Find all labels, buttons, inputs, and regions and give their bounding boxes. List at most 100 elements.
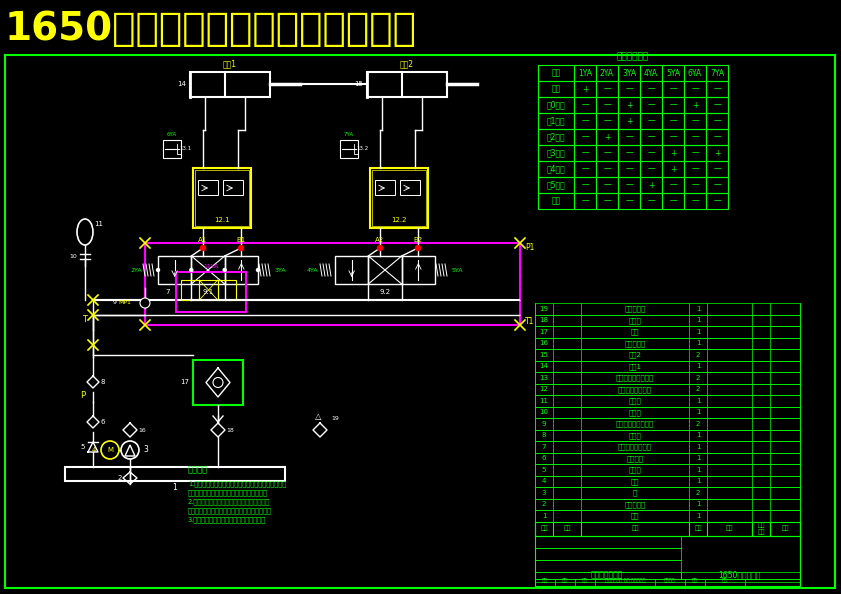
- Ellipse shape: [77, 219, 93, 245]
- Text: 油筒: 油筒: [631, 513, 639, 519]
- Text: MP1: MP1: [119, 301, 131, 305]
- Text: 7: 7: [166, 289, 170, 295]
- Text: 数量: 数量: [692, 578, 698, 583]
- Bar: [372, 170, 426, 226]
- Text: 蓄能器: 蓄能器: [628, 397, 642, 404]
- Bar: [535, 560, 680, 571]
- Text: 1: 1: [696, 444, 701, 450]
- Text: 5: 5: [81, 444, 85, 450]
- Text: 6: 6: [101, 419, 105, 425]
- Text: 5YA: 5YA: [452, 267, 463, 273]
- Bar: [538, 81, 728, 97]
- Bar: [680, 571, 800, 579]
- Text: 15: 15: [355, 81, 363, 87]
- Bar: [218, 280, 236, 300]
- Text: —: —: [603, 84, 611, 93]
- Text: 13.1: 13.1: [179, 147, 191, 151]
- Text: —: —: [691, 116, 699, 125]
- Text: —: —: [713, 84, 721, 93]
- Text: T1: T1: [525, 317, 534, 326]
- Bar: [535, 395, 800, 406]
- Bar: [535, 349, 800, 361]
- Text: 6YA: 6YA: [688, 68, 702, 77]
- Text: 5YA: 5YA: [666, 68, 680, 77]
- Text: 备注: 备注: [781, 526, 789, 531]
- Bar: [535, 498, 800, 510]
- Bar: [535, 406, 800, 418]
- Text: 1: 1: [696, 317, 701, 323]
- Bar: [535, 418, 800, 429]
- Bar: [535, 476, 800, 487]
- Text: A2: A2: [375, 237, 384, 243]
- Text: —: —: [669, 84, 677, 93]
- Bar: [535, 571, 680, 579]
- Text: 缧2缩回: 缧2缩回: [547, 132, 565, 141]
- Text: +: +: [692, 100, 698, 109]
- Text: 18: 18: [226, 428, 234, 432]
- Text: 1: 1: [696, 328, 701, 335]
- Text: 1.液压站装配完成后要进行检验测试，主要对各个机组: 1.液压站装配完成后要进行检验测试，主要对各个机组: [188, 480, 286, 486]
- Text: 12: 12: [540, 386, 548, 392]
- Text: M: M: [107, 447, 113, 453]
- Text: 缧1压进: 缧1压进: [547, 116, 565, 125]
- Circle shape: [200, 245, 205, 251]
- Text: 材料: 材料: [726, 526, 733, 531]
- Bar: [535, 372, 800, 384]
- Text: —: —: [603, 100, 611, 109]
- Text: 3: 3: [542, 489, 547, 496]
- Circle shape: [140, 298, 150, 308]
- Text: 17: 17: [539, 328, 548, 335]
- Text: 19: 19: [331, 415, 339, 421]
- Text: 启动: 启动: [552, 84, 561, 93]
- Bar: [535, 522, 800, 536]
- Bar: [538, 177, 728, 193]
- Bar: [538, 129, 728, 145]
- Text: 工况: 工况: [552, 68, 561, 77]
- Circle shape: [190, 268, 193, 271]
- Text: —: —: [691, 181, 699, 189]
- Text: 变量柱塞泵: 变量柱塞泵: [624, 501, 646, 507]
- Text: 3YA: 3YA: [274, 267, 286, 273]
- Text: 差动式电磁换向阀: 差动式电磁换向阀: [618, 444, 652, 450]
- Text: —: —: [669, 181, 677, 189]
- Bar: [535, 510, 800, 522]
- Bar: [340, 140, 358, 158]
- Text: 1: 1: [696, 409, 701, 415]
- Bar: [223, 180, 243, 195]
- Text: 电机: 电机: [631, 478, 639, 485]
- Text: 1: 1: [696, 501, 701, 507]
- Text: —: —: [581, 197, 589, 206]
- Text: —: —: [581, 181, 589, 189]
- Bar: [163, 140, 181, 158]
- Text: 2YA: 2YA: [130, 267, 142, 273]
- Bar: [402, 256, 435, 284]
- Text: 缧0增速: 缧0增速: [547, 100, 565, 109]
- Text: 2: 2: [696, 375, 701, 381]
- Text: 缧3增速: 缧3增速: [547, 148, 565, 157]
- Text: —: —: [603, 197, 611, 206]
- Text: 12.2: 12.2: [391, 217, 407, 223]
- Circle shape: [156, 268, 160, 271]
- Text: 压滤器: 压滤器: [628, 432, 642, 438]
- Text: 13: 13: [539, 375, 548, 381]
- Text: +: +: [648, 181, 654, 189]
- Text: +: +: [582, 84, 588, 93]
- Text: —: —: [713, 100, 721, 109]
- Bar: [193, 360, 243, 405]
- Text: 13.2: 13.2: [356, 147, 368, 151]
- Bar: [198, 180, 218, 195]
- Text: 5: 5: [542, 467, 546, 473]
- Circle shape: [121, 441, 139, 459]
- Bar: [535, 337, 800, 349]
- Text: 电磁铁动作表: 电磁铁动作表: [617, 52, 649, 62]
- Text: 名号: 名号: [563, 526, 571, 531]
- Text: —: —: [691, 132, 699, 141]
- Text: 单向阀: 单向阀: [628, 466, 642, 473]
- Text: 2: 2: [696, 386, 701, 392]
- Text: —: —: [691, 148, 699, 157]
- Bar: [538, 65, 728, 81]
- Text: —: —: [669, 116, 677, 125]
- Bar: [65, 467, 285, 481]
- Text: 液位计: 液位计: [628, 317, 642, 324]
- Text: 16: 16: [138, 428, 145, 432]
